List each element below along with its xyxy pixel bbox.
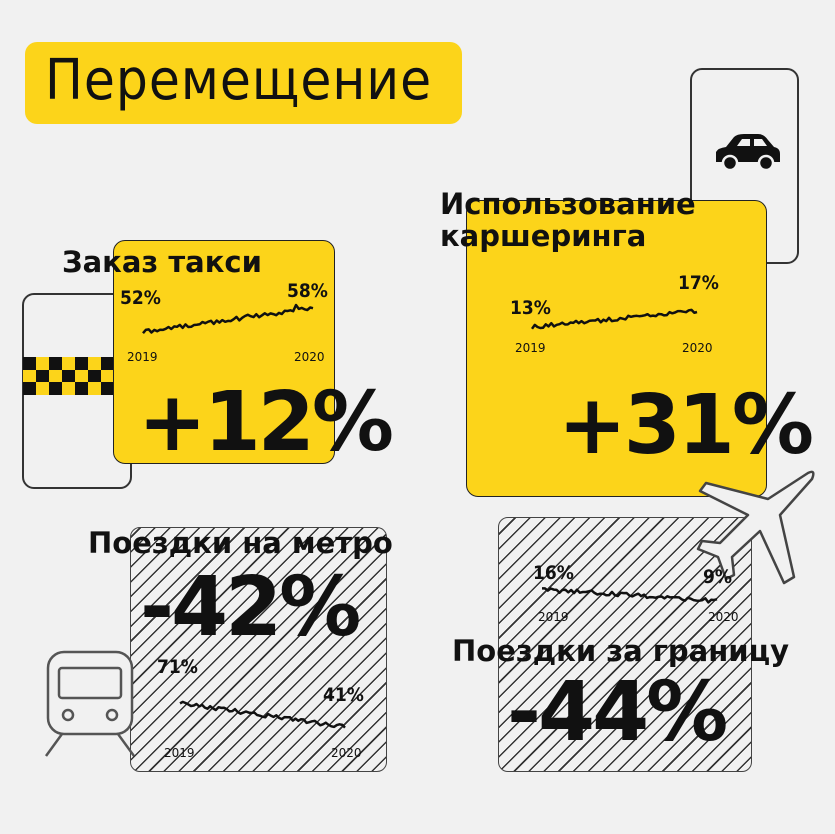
taxi-heading: Заказ такси xyxy=(62,245,262,279)
abroad-sparkline xyxy=(542,587,718,604)
carsharing-heading-line1: Использование xyxy=(440,187,696,221)
carsharing-end-value: 17% xyxy=(678,272,719,294)
train-icon xyxy=(44,650,136,757)
abroad-card xyxy=(498,517,752,772)
carsharing-year-start: 2019 xyxy=(515,341,546,355)
abroad-change: -44% xyxy=(507,665,728,760)
taxi-sparkline xyxy=(142,303,314,335)
carsharing-line xyxy=(530,308,698,330)
section-title-badge: Перемещение xyxy=(25,42,462,124)
taxi-year-end: 2020 xyxy=(294,350,325,364)
carsharing-heading: Использование каршеринга xyxy=(440,188,696,252)
metro-change: -42% xyxy=(140,560,361,655)
taxi-change: +12% xyxy=(138,375,394,470)
airplane-icon xyxy=(696,470,815,585)
metro-year-start: 2019 xyxy=(164,746,195,760)
taxi-end-value: 58% xyxy=(287,280,328,302)
taxi-start-value: 52% xyxy=(120,287,161,309)
carsharing-change: +31% xyxy=(558,378,814,473)
abroad-start-value: 16% xyxy=(533,562,574,584)
metro-line xyxy=(179,700,346,729)
metro-start-value: 71% xyxy=(157,656,198,678)
metro-year-end: 2020 xyxy=(331,746,362,760)
carsharing-heading-line2: каршеринга xyxy=(440,219,647,253)
metro-card xyxy=(130,527,387,772)
carsharing-sparkline xyxy=(530,308,698,330)
taxi-checker-icon xyxy=(23,357,115,395)
abroad-line xyxy=(542,587,718,604)
taxi-card xyxy=(113,240,335,464)
car-icon xyxy=(716,134,780,172)
metro-heading: Поездки на метро xyxy=(88,526,393,560)
abroad-year-end: 2020 xyxy=(708,610,739,624)
metro-sparkline xyxy=(179,700,346,729)
taxi-line xyxy=(142,303,314,335)
section-title: Перемещение xyxy=(45,48,433,113)
taxi-year-start: 2019 xyxy=(127,350,158,364)
abroad-end-value: 9% xyxy=(703,566,733,588)
carsharing-year-end: 2020 xyxy=(682,341,713,355)
abroad-heading: Поездки за границу xyxy=(452,634,789,668)
carsharing-card xyxy=(466,200,767,497)
abroad-year-start: 2019 xyxy=(538,610,569,624)
metro-end-value: 41% xyxy=(323,684,364,706)
carsharing-start-value: 13% xyxy=(510,297,551,319)
